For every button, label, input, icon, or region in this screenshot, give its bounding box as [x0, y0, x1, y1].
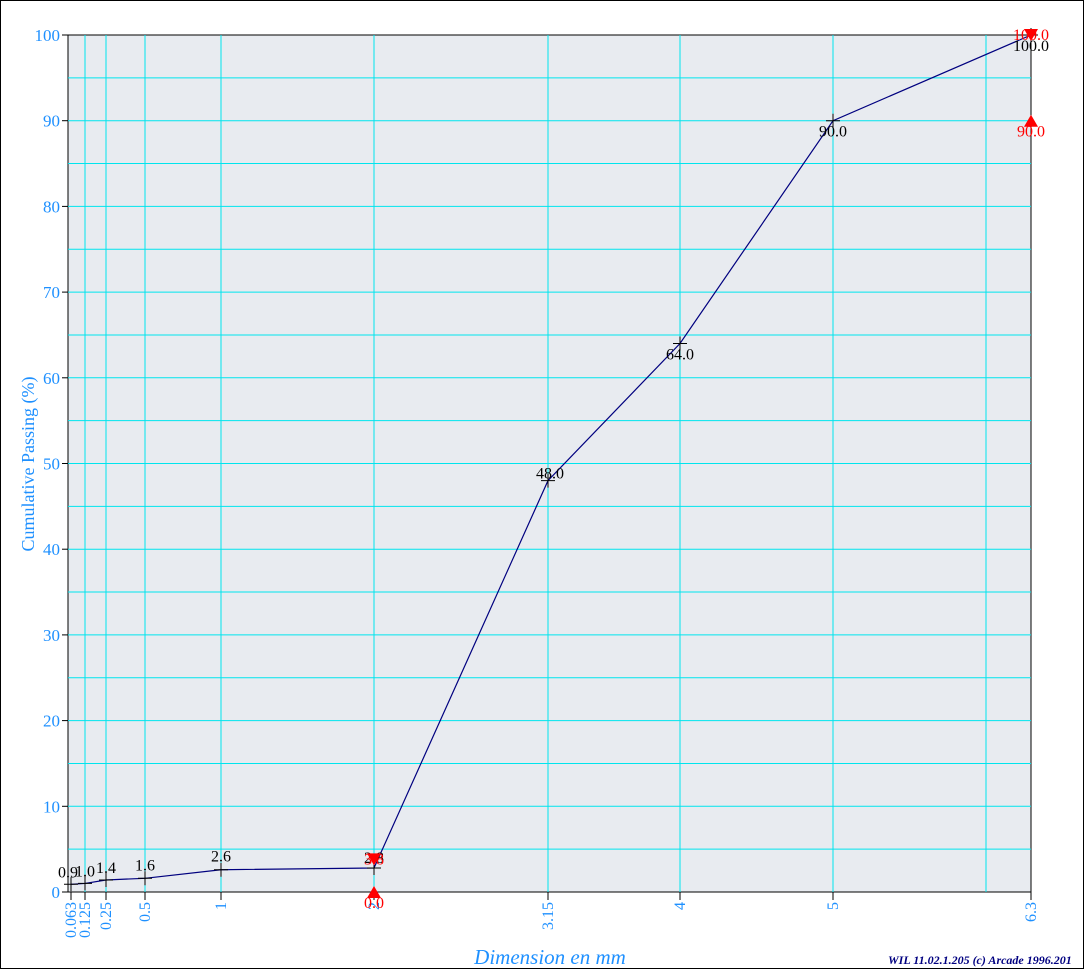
data-point-marker [673, 336, 687, 351]
x-axis-title: Dimension en mm [473, 945, 626, 969]
data-label: 1.6 [135, 857, 155, 874]
lower-limit-label: 0.0 [364, 895, 384, 912]
y-tick-label: 70 [43, 283, 60, 302]
x-tick-label: 6.3 [1023, 902, 1040, 922]
y-tick-label: 50 [43, 455, 60, 474]
x-tick-label: 1 [213, 902, 230, 910]
y-tick-label: 20 [43, 712, 60, 731]
y-tick-label: 60 [43, 369, 60, 388]
data-label: 100.0 [1013, 38, 1049, 55]
upper-limit-label: 3.8 [364, 851, 384, 868]
x-tick-label: 0.125 [77, 902, 94, 938]
data-label: 2.6 [211, 849, 231, 866]
specification-limits: 3.8 0.0 100.0 90.0 [364, 27, 1049, 912]
upper-limit-marker [367, 853, 381, 866]
data-point-marker [99, 873, 113, 888]
data-label: 1.0 [75, 863, 95, 880]
y-tick-label: 30 [43, 626, 60, 645]
data-label: 90.0 [819, 124, 847, 141]
upper-limit-marker [1024, 29, 1038, 41]
y-tick-label: 100 [35, 26, 61, 45]
data-point-marker [78, 876, 92, 891]
copyright-footer: WIL 11.02.1.205 (c) Arcade 1996.201 [888, 953, 1072, 967]
upper-limit-label: 100.0 [1013, 27, 1049, 44]
x-tick-label: 3.15 [540, 902, 557, 930]
series-line [70, 34, 1032, 885]
data-label: 0.9 [58, 864, 78, 881]
x-tick-label: 4 [672, 902, 689, 910]
y-tick-label: 80 [43, 197, 60, 216]
lower-limit-marker [367, 886, 381, 898]
lower-limit-label: 90.0 [1017, 124, 1045, 141]
x-tick-label: 2 [366, 902, 383, 910]
data-label: 64.0 [666, 347, 694, 364]
data-point-marker [826, 113, 840, 128]
lower-limit-marker [1024, 114, 1038, 127]
y-tick-label: 10 [43, 797, 60, 816]
y-axis-ticks: 0 10 20 30 40 50 60 70 80 90 100 [35, 26, 68, 902]
data-point-marker [541, 473, 555, 488]
data-label: 48.0 [536, 466, 564, 483]
data-point-marker [214, 862, 228, 877]
data-label: 1.4 [96, 860, 116, 877]
data-point-marker [138, 871, 152, 886]
x-tick-label: 0.25 [98, 902, 115, 930]
y-tick-label: 40 [43, 540, 60, 559]
x-tick-label: 5 [825, 902, 842, 910]
x-tick-label: 0.5 [137, 902, 154, 922]
x-tick-label: 0.063 [63, 902, 80, 938]
data-point-marker [64, 877, 78, 892]
y-tick-label: 90 [43, 112, 60, 131]
grid-lines [68, 35, 1031, 892]
y-tick-label: 0 [52, 883, 61, 902]
y-axis-title: Cumulative Passing (%) [18, 377, 39, 552]
